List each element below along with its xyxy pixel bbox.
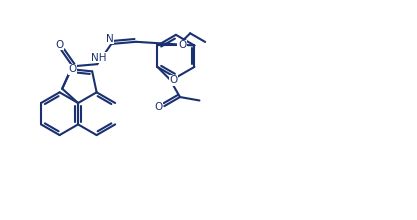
Text: N: N [106,34,113,44]
Text: O: O [154,102,163,112]
Text: NH: NH [91,53,107,62]
Text: O: O [68,64,77,74]
Text: O: O [170,75,178,85]
Text: O: O [55,40,63,50]
Text: O: O [178,40,186,51]
